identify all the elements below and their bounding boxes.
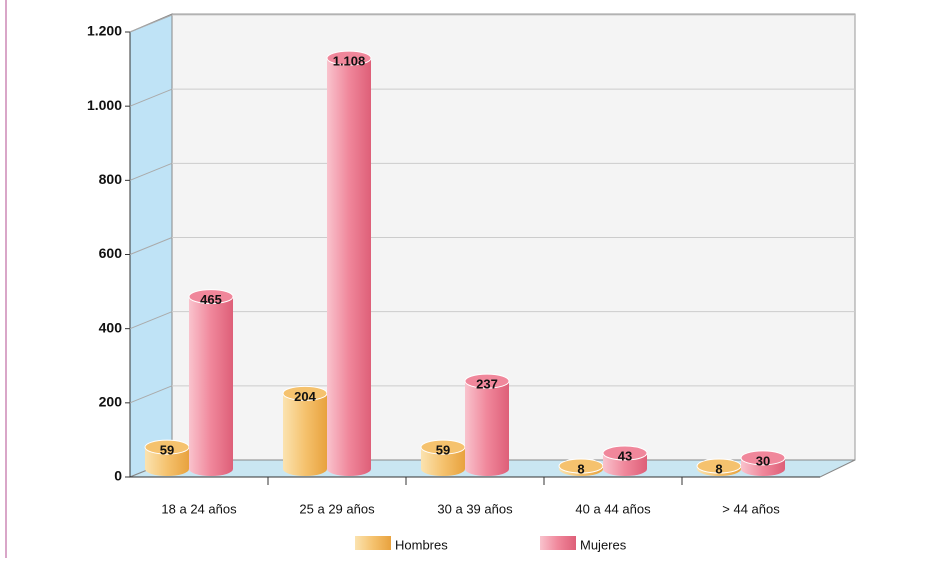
grid-line	[129, 88, 173, 107]
bar	[283, 393, 327, 469]
grid-line	[129, 14, 173, 33]
bar-base	[189, 462, 233, 476]
value-label: 465	[200, 292, 222, 307]
legend-label: Hombres	[395, 537, 448, 552]
grid-line	[129, 162, 173, 181]
bar-base	[145, 462, 189, 476]
value-label: 8	[577, 461, 584, 476]
bar-base	[465, 462, 509, 476]
y-tick-label: 1.200	[87, 23, 122, 39]
bar-top	[740, 450, 786, 466]
value-label: 30	[756, 453, 770, 468]
legend-swatch	[355, 536, 391, 550]
x-tick-label: 18 a 24 años	[161, 501, 237, 516]
bar	[189, 296, 233, 469]
grid-line	[129, 311, 173, 330]
bar-top	[326, 50, 372, 66]
bar-top	[188, 289, 234, 305]
x-tick-label: > 44 años	[722, 501, 780, 516]
value-label: 43	[618, 448, 632, 463]
bar-base	[741, 462, 785, 476]
y-tick-label: 0	[114, 468, 122, 484]
legend-swatch	[540, 536, 576, 550]
value-label: 59	[160, 443, 174, 458]
value-label: 204	[294, 389, 316, 404]
y-tick-label: 600	[99, 245, 123, 261]
x-tick-label: 40 a 44 años	[575, 501, 651, 516]
value-label: 8	[715, 461, 722, 476]
x-tick-label: 25 a 29 años	[299, 501, 375, 516]
bar-base	[327, 462, 371, 476]
bar-base	[421, 462, 465, 476]
grid-line	[129, 385, 173, 404]
y-tick-label: 400	[99, 319, 123, 335]
y-tick-label: 1.000	[87, 97, 122, 113]
bar-top	[464, 373, 510, 389]
grid-line	[129, 237, 173, 255]
bar-base	[283, 462, 327, 476]
value-label: 1.108	[333, 54, 366, 69]
y-tick-label: 200	[99, 394, 123, 410]
bar-base	[603, 462, 647, 476]
x-tick-label: 30 a 39 años	[437, 501, 513, 516]
y-tick-label: 800	[99, 171, 123, 187]
bar	[465, 381, 509, 469]
bar	[327, 58, 371, 469]
value-label: 237	[476, 377, 498, 392]
legend-label: Mujeres	[580, 537, 627, 552]
bar-top	[602, 445, 648, 461]
value-label: 59	[436, 443, 450, 458]
